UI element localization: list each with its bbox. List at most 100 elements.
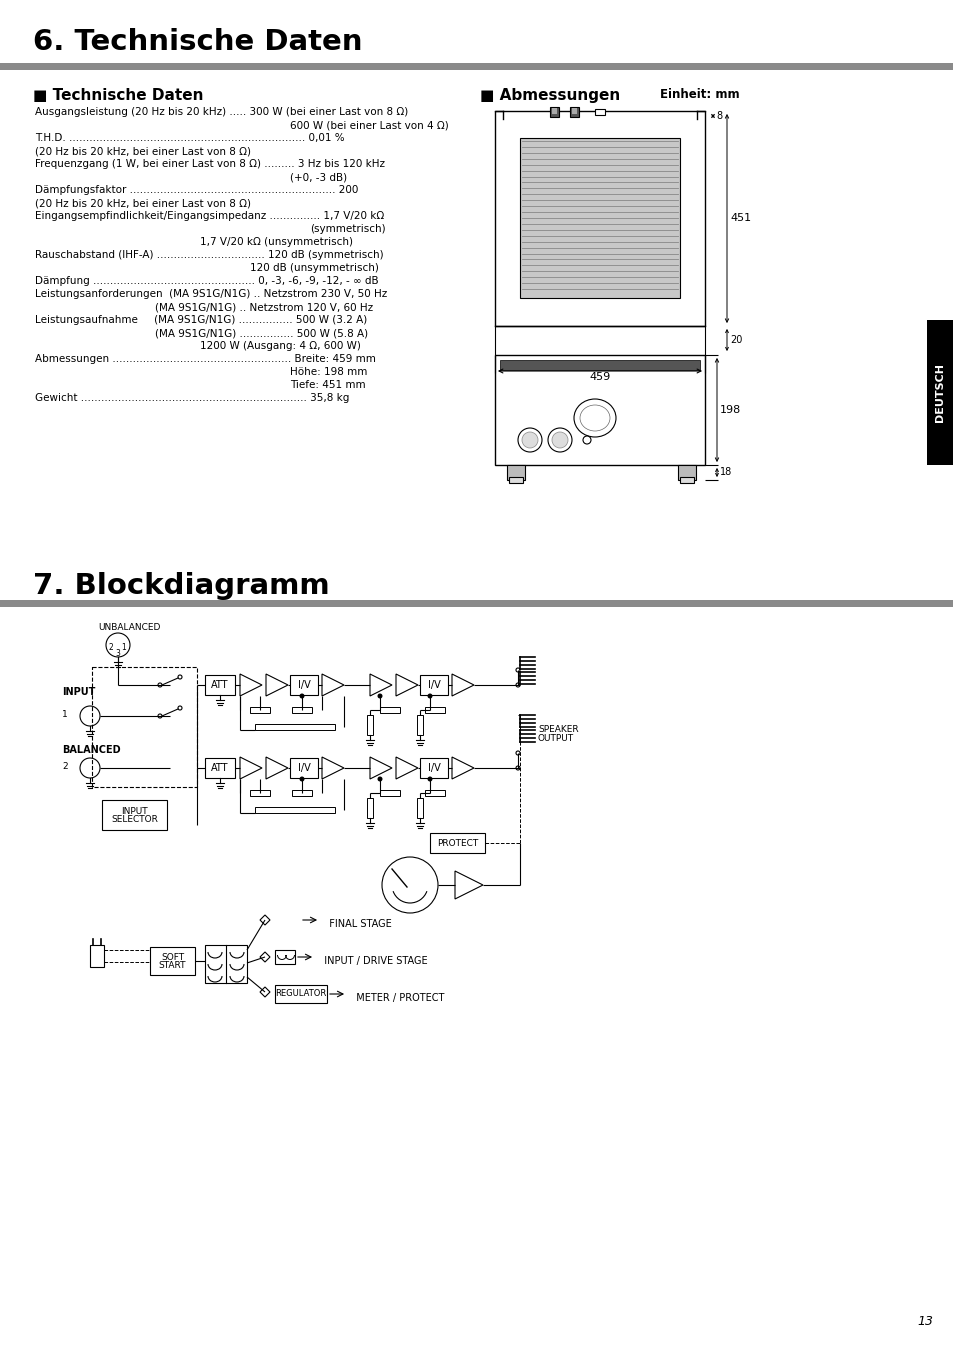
Bar xyxy=(91,667,196,788)
Text: INPUT: INPUT xyxy=(62,688,95,697)
Circle shape xyxy=(516,667,519,671)
Text: 1200 W (Ausgang: 4 Ω, 600 W): 1200 W (Ausgang: 4 Ω, 600 W) xyxy=(200,340,360,351)
Ellipse shape xyxy=(579,405,609,431)
Bar xyxy=(506,465,524,480)
Bar xyxy=(678,465,696,480)
Text: Leistungsanforderungen  (MA 9S1G/N1G) .. Netzstrom 230 V, 50 Hz: Leistungsanforderungen (MA 9S1G/N1G) .. … xyxy=(35,289,387,299)
Bar xyxy=(926,320,953,465)
Bar xyxy=(595,109,604,115)
Bar xyxy=(250,707,270,713)
Polygon shape xyxy=(266,674,288,696)
Circle shape xyxy=(552,432,567,449)
Circle shape xyxy=(547,428,572,453)
Bar xyxy=(679,477,693,484)
Text: 13: 13 xyxy=(916,1315,932,1328)
Text: 198: 198 xyxy=(720,405,740,415)
Bar xyxy=(419,676,448,694)
Polygon shape xyxy=(452,757,474,780)
Text: 2: 2 xyxy=(62,762,68,771)
Circle shape xyxy=(427,693,432,698)
Text: (20 Hz bis 20 kHz, bei einer Last von 8 Ω): (20 Hz bis 20 kHz, bei einer Last von 8 … xyxy=(35,199,251,208)
Text: (MA 9S1G/N1G) ................ 500 W (5.8 A): (MA 9S1G/N1G) ................ 500 W (5.… xyxy=(154,328,368,338)
Bar xyxy=(0,600,953,607)
Text: SOFT: SOFT xyxy=(161,954,184,962)
Text: ■ Technische Daten: ■ Technische Daten xyxy=(33,88,203,103)
Text: 7. Blockdiagramm: 7. Blockdiagramm xyxy=(33,571,330,600)
Text: METER / PROTECT: METER / PROTECT xyxy=(350,993,444,1002)
Polygon shape xyxy=(260,952,270,962)
Circle shape xyxy=(299,777,304,781)
Polygon shape xyxy=(370,674,392,696)
Text: Einheit: mm: Einheit: mm xyxy=(659,88,739,101)
Bar xyxy=(205,944,247,984)
Text: 1: 1 xyxy=(121,643,126,653)
Circle shape xyxy=(178,676,182,680)
Text: I/V: I/V xyxy=(297,763,310,773)
Bar xyxy=(102,800,167,830)
Polygon shape xyxy=(240,757,262,780)
Bar xyxy=(254,724,335,730)
Bar xyxy=(430,834,484,852)
Bar xyxy=(254,807,335,813)
Circle shape xyxy=(158,713,162,717)
Text: ■ Abmessungen: ■ Abmessungen xyxy=(479,88,619,103)
Text: 20: 20 xyxy=(729,335,741,345)
Bar xyxy=(292,790,312,796)
Text: (MA 9S1G/N1G) .. Netzstrom 120 V, 60 Hz: (MA 9S1G/N1G) .. Netzstrom 120 V, 60 Hz xyxy=(154,303,373,312)
Text: START: START xyxy=(158,961,186,970)
Bar xyxy=(552,108,557,113)
Bar xyxy=(519,138,679,299)
Bar xyxy=(250,790,270,796)
Circle shape xyxy=(178,707,182,711)
Bar xyxy=(290,758,317,778)
Circle shape xyxy=(381,857,437,913)
Polygon shape xyxy=(395,674,417,696)
Text: 1: 1 xyxy=(62,711,68,719)
Bar xyxy=(495,111,704,326)
Text: ATT: ATT xyxy=(211,763,229,773)
Text: 120 dB (unsymmetrisch): 120 dB (unsymmetrisch) xyxy=(250,263,378,273)
Bar xyxy=(274,950,294,965)
Polygon shape xyxy=(455,871,482,898)
Circle shape xyxy=(582,436,590,444)
Circle shape xyxy=(427,777,432,781)
Bar xyxy=(367,798,373,817)
Text: 451: 451 xyxy=(729,213,750,223)
Bar xyxy=(572,108,577,113)
Bar xyxy=(509,477,522,484)
Bar xyxy=(550,107,558,118)
Polygon shape xyxy=(452,674,474,696)
Circle shape xyxy=(80,758,100,778)
Text: 600 W (bei einer Last von 4 Ω): 600 W (bei einer Last von 4 Ω) xyxy=(290,120,448,130)
Text: Tiefe: 451 mm: Tiefe: 451 mm xyxy=(290,380,365,390)
Bar xyxy=(150,947,194,975)
Text: 459: 459 xyxy=(589,372,610,382)
Bar xyxy=(419,758,448,778)
Text: 1,7 V/20 kΩ (unsymmetrisch): 1,7 V/20 kΩ (unsymmetrisch) xyxy=(200,236,353,247)
Polygon shape xyxy=(260,988,270,997)
Text: Leistungsaufnahme     (MA 9S1G/N1G) ................ 500 W (3.2 A): Leistungsaufnahme (MA 9S1G/N1G) ........… xyxy=(35,315,367,326)
Text: I/V: I/V xyxy=(427,680,440,690)
Text: I/V: I/V xyxy=(297,680,310,690)
Text: Dämpfung ................................................ 0, -3, -6, -9, -12, - : Dämpfung ...............................… xyxy=(35,276,378,286)
Text: Eingangsempfindlichkeit/Eingangsimpedanz ............... 1,7 V/20 kΩ: Eingangsempfindlichkeit/Eingangsimpedanz… xyxy=(35,211,384,222)
Circle shape xyxy=(516,751,519,755)
Bar xyxy=(205,758,234,778)
Text: DEUTSCH: DEUTSCH xyxy=(934,362,944,422)
Text: Dämpfungsfaktor ............................................................. 20: Dämpfungsfaktor ........................… xyxy=(35,185,358,195)
Text: I/V: I/V xyxy=(427,763,440,773)
Text: 18: 18 xyxy=(720,467,732,477)
Bar xyxy=(424,790,444,796)
Bar xyxy=(0,63,953,70)
Text: BALANCED: BALANCED xyxy=(62,744,120,755)
Text: (+0, -3 dB): (+0, -3 dB) xyxy=(290,172,347,182)
Bar xyxy=(205,676,234,694)
Circle shape xyxy=(299,693,304,698)
Text: Rauschabstand (IHF-A) ................................ 120 dB (symmetrisch): Rauschabstand (IHF-A) ..................… xyxy=(35,250,383,259)
Polygon shape xyxy=(260,915,270,925)
Bar xyxy=(290,676,317,694)
Circle shape xyxy=(516,684,519,688)
Polygon shape xyxy=(322,674,344,696)
Circle shape xyxy=(516,766,519,770)
Text: ATT: ATT xyxy=(211,680,229,690)
